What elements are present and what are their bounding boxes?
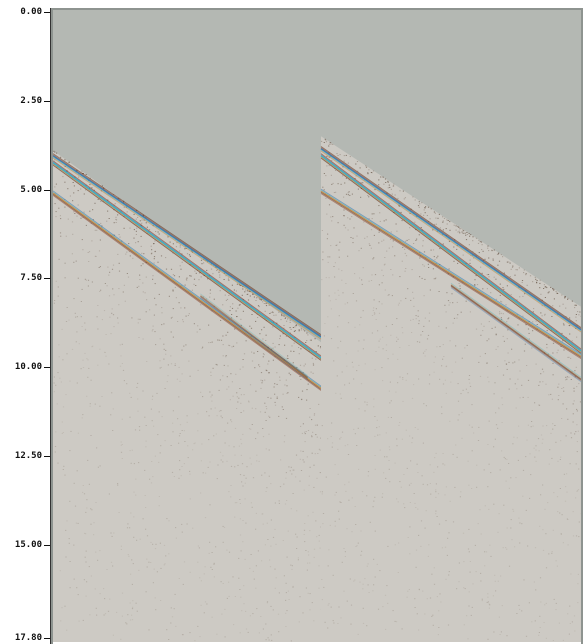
plot-area — [51, 8, 583, 644]
y-tick-label: 2.50 — [20, 95, 42, 106]
y-tick-mark — [44, 100, 50, 102]
y-tick-label: 12.50 — [14, 450, 42, 461]
reflection-event — [450, 282, 581, 383]
y-tick-mark — [44, 544, 50, 546]
reflection-event — [53, 160, 322, 361]
noise-texture — [321, 138, 581, 641]
seismic-panel-2 — [320, 136, 581, 642]
y-tick-label: 10.00 — [14, 362, 42, 373]
y-tick-mark — [44, 455, 50, 457]
reflection-event — [53, 153, 322, 340]
y-tick-label: 15.00 — [14, 539, 42, 550]
y-tick-mark — [44, 367, 50, 369]
reflection-event — [320, 188, 581, 359]
y-tick-label: 0.00 — [20, 7, 42, 17]
seismic-panel-1 — [53, 150, 322, 642]
seismic-data-region — [53, 150, 321, 642]
y-tick-mark — [44, 12, 50, 13]
y-tick-label: 17.80 — [14, 633, 42, 643]
reflection-event — [320, 146, 581, 333]
y-axis-line — [50, 8, 51, 644]
reflection-event — [199, 293, 309, 381]
y-tick-mark — [44, 189, 50, 191]
y-tick-mark — [44, 278, 50, 280]
seismic-data-region — [321, 136, 581, 642]
y-tick-mark — [44, 638, 50, 639]
reflection-event — [320, 153, 581, 354]
y-tick-label: 5.00 — [20, 184, 42, 195]
plot-svg — [53, 10, 581, 642]
reflection-event — [53, 190, 322, 391]
y-tick-label: 7.50 — [20, 273, 42, 284]
